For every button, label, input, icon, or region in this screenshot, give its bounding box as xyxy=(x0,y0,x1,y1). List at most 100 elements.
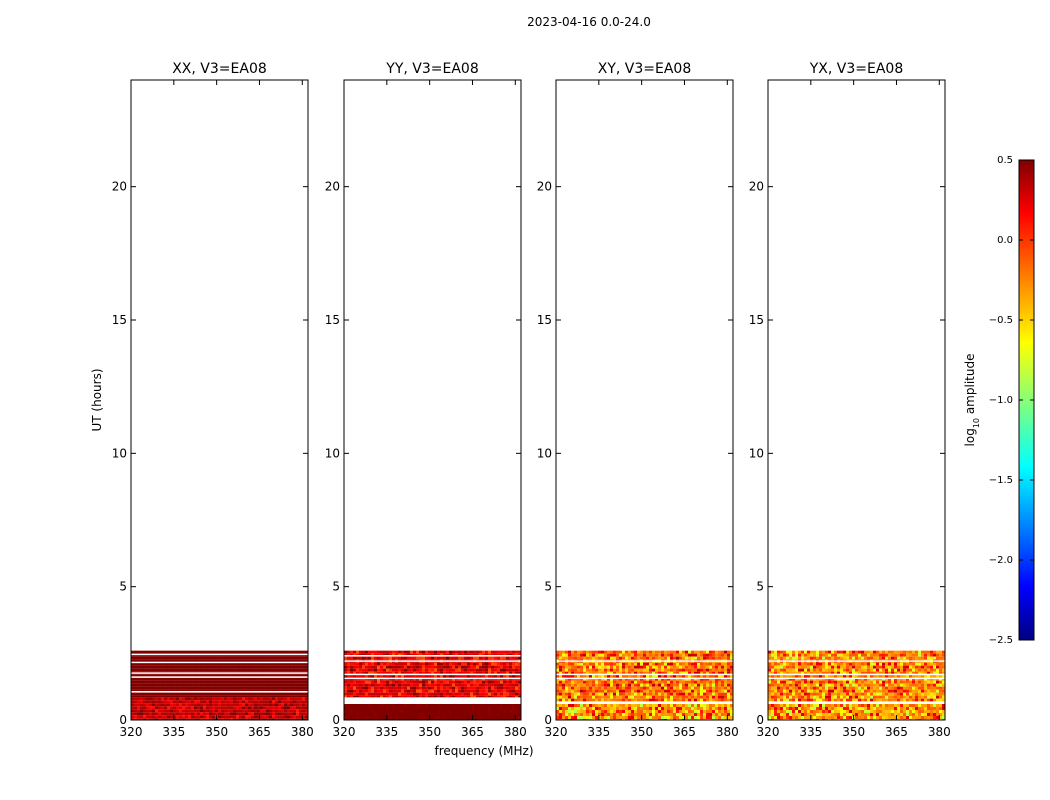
heatmap-cell xyxy=(434,716,438,719)
heatmap-cell xyxy=(768,665,772,669)
heatmap-cell xyxy=(568,698,572,702)
heatmap-cell xyxy=(494,668,498,672)
heatmap-cell xyxy=(807,713,811,716)
heatmap-cell xyxy=(380,707,384,710)
heatmap-cell xyxy=(260,653,264,657)
heatmap-cell xyxy=(254,718,258,720)
heatmap-cell xyxy=(173,709,177,713)
heatmap-cell xyxy=(592,650,596,654)
heatmap-cell xyxy=(428,686,432,690)
heatmap-cell xyxy=(506,707,510,710)
heatmap-cell xyxy=(488,674,492,678)
flagged-row xyxy=(131,653,308,656)
heatmap-cell xyxy=(476,674,480,678)
heatmap-cell xyxy=(667,686,671,690)
heatmap-cell xyxy=(449,686,453,690)
heatmap-cell xyxy=(730,707,734,710)
heatmap-cell xyxy=(131,706,135,710)
heatmap-cell xyxy=(395,650,399,654)
heatmap-cell xyxy=(191,656,195,660)
heatmap-cell xyxy=(924,713,928,716)
heatmap-cell xyxy=(670,695,674,699)
heatmap-cell xyxy=(828,665,832,669)
heatmap-cell xyxy=(604,695,608,699)
heatmap-cell xyxy=(673,686,677,690)
heatmap-cell xyxy=(176,703,180,707)
heatmap-cell xyxy=(724,698,728,702)
heatmap-cell xyxy=(179,695,183,698)
heatmap-cell xyxy=(137,656,141,660)
heatmap-cell xyxy=(571,674,575,678)
heatmap-cell xyxy=(362,716,366,719)
heatmap-cell xyxy=(227,665,231,669)
heatmap-cell xyxy=(425,689,429,693)
heatmap-cell xyxy=(694,698,698,702)
heatmap-cell xyxy=(843,668,847,672)
heatmap-cell xyxy=(571,683,575,687)
heatmap-cell xyxy=(224,709,228,713)
heatmap-cell xyxy=(362,671,366,675)
heatmap-cell xyxy=(173,668,177,672)
heatmap-cell xyxy=(855,650,859,654)
heatmap-cell xyxy=(721,650,725,654)
heatmap-cell xyxy=(140,718,144,720)
heatmap-cell xyxy=(230,700,234,704)
heatmap-cell xyxy=(595,716,599,719)
heatmap-cell xyxy=(864,710,868,713)
heatmap-cell xyxy=(700,653,704,657)
heatmap-cell xyxy=(407,695,411,698)
heatmap-cell xyxy=(434,683,438,687)
heatmap-cell xyxy=(413,662,417,666)
heatmap-cell xyxy=(179,706,183,710)
heatmap-cell xyxy=(440,650,444,654)
heatmap-cell xyxy=(482,650,486,654)
heatmap-cell xyxy=(221,706,225,710)
heatmap-cell xyxy=(215,668,219,672)
heatmap-cell xyxy=(212,650,216,654)
heatmap-cell xyxy=(512,704,516,707)
heatmap-cells xyxy=(768,650,946,720)
heatmap-cell xyxy=(188,653,192,657)
heatmap-cell xyxy=(700,674,704,678)
heatmap-cell xyxy=(807,704,811,707)
heatmap-cell xyxy=(287,706,291,710)
heatmap-cell xyxy=(625,716,629,719)
heatmap-cell xyxy=(260,659,264,663)
heatmap-cell xyxy=(897,707,901,710)
heatmap-cell xyxy=(724,680,728,684)
heatmap-cell xyxy=(864,668,868,672)
heatmap-cell xyxy=(891,653,895,657)
heatmap-cell xyxy=(164,662,168,666)
heatmap-cell xyxy=(667,713,671,716)
heatmap-cell xyxy=(595,686,599,690)
heatmap-cell xyxy=(428,668,432,672)
heatmap-cell xyxy=(410,671,414,675)
heatmap-cell xyxy=(458,650,462,654)
heatmap-cell xyxy=(774,653,778,657)
heatmap-cell xyxy=(278,706,282,710)
heatmap-cell xyxy=(518,683,522,687)
heatmap-cell xyxy=(703,653,707,657)
heatmap-cell xyxy=(278,680,282,684)
heatmap-cell xyxy=(167,653,171,657)
heatmap-cell xyxy=(143,674,147,678)
heatmap-cell xyxy=(449,650,453,654)
heatmap-cell xyxy=(296,715,300,719)
heatmap-cell xyxy=(458,662,462,666)
heatmap-cell xyxy=(906,713,910,716)
heatmap-cell xyxy=(801,665,805,669)
heatmap-cell xyxy=(455,716,459,719)
heatmap-cell xyxy=(383,710,387,713)
heatmap-cell xyxy=(610,689,614,693)
heatmap-cell xyxy=(386,689,390,693)
heatmap-cell xyxy=(305,703,309,707)
heatmap-cell xyxy=(359,665,363,669)
heatmap-cell xyxy=(275,668,279,672)
heatmap-cell xyxy=(263,709,267,713)
heatmap-cell xyxy=(840,671,844,675)
heatmap-cell xyxy=(643,674,647,678)
heatmap-cell xyxy=(164,703,168,707)
heatmap-cell xyxy=(464,656,468,660)
heatmap-cell xyxy=(646,698,650,702)
heatmap-cell xyxy=(610,653,614,657)
